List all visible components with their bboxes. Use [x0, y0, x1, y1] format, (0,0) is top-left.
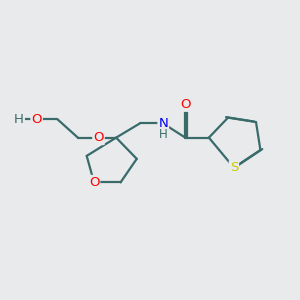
Text: O: O: [89, 176, 99, 189]
Text: H: H: [14, 112, 24, 126]
Text: O: O: [93, 131, 104, 144]
Text: H: H: [159, 128, 168, 141]
Text: S: S: [230, 161, 238, 174]
Text: N: N: [158, 117, 168, 130]
Text: O: O: [32, 112, 42, 126]
Text: O: O: [180, 98, 190, 111]
